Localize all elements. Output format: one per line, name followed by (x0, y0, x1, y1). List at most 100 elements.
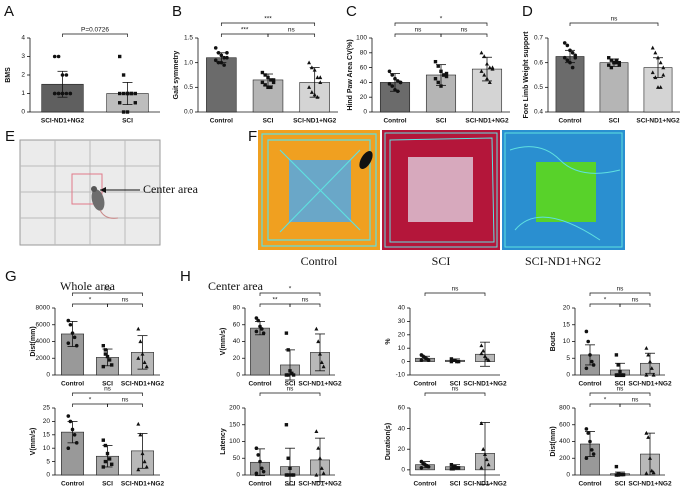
data-point (646, 435, 651, 439)
data-point (266, 75, 270, 80)
data-point (52, 91, 57, 96)
data-point (484, 356, 489, 361)
y-tick-label: 6000 (36, 321, 51, 328)
data-point (614, 373, 619, 377)
data-point (315, 95, 320, 99)
data-point (482, 54, 487, 59)
data-point (644, 372, 649, 377)
data-point (393, 88, 397, 92)
data-point (617, 63, 621, 67)
data-point (107, 457, 112, 461)
data-point (479, 351, 484, 356)
y-tick-label: 60 (398, 405, 406, 412)
data-point (266, 85, 270, 90)
significance-bracket (72, 292, 143, 296)
bar-chart: Dist(mm) 0 2000 4000 6000 8000 Control SCI SCI-N… (30, 286, 165, 388)
y-axis-label: Hind Paw Area CV(%) (347, 39, 354, 110)
x-tick-label: SCI (615, 481, 626, 488)
y-tick-label: 1.0 (184, 59, 193, 66)
data-point (614, 60, 619, 65)
significance-label: ns (632, 397, 640, 404)
data-point (219, 53, 224, 58)
data-point (570, 65, 575, 70)
data-point (609, 58, 614, 62)
open-field-diagram: E Center area (5, 128, 199, 246)
data-point (286, 373, 290, 377)
y-tick-label: 40 (398, 425, 406, 432)
data-point (433, 77, 438, 81)
data-point (318, 456, 322, 460)
data-point (105, 451, 110, 456)
data-point (562, 41, 567, 45)
significance-bracket (424, 392, 486, 396)
data-point (584, 427, 589, 431)
significance-label: ns (632, 297, 640, 304)
data-point (129, 91, 134, 96)
data-point (395, 89, 400, 94)
data-point (449, 467, 454, 471)
bar-chart: Duration(s) 0 20 40 60 Control SCI SCI-ND1+NG2 n… (385, 386, 507, 488)
y-tick-label: 2000 (36, 355, 51, 362)
y-axis-label: Bouts (550, 331, 557, 351)
x-tick-label: SCI-ND1+NG2 (41, 118, 85, 125)
y-tick-label: 5 (46, 458, 50, 465)
data-point (621, 373, 626, 377)
x-tick-label: SCI-ND1+NG2 (293, 118, 337, 125)
data-point (101, 438, 105, 442)
data-point (612, 60, 616, 65)
x-tick-label: Control (578, 481, 601, 488)
data-point (479, 50, 484, 55)
y-tick-label: 25 (43, 405, 51, 412)
data-point (398, 80, 403, 85)
panel-label: B (172, 3, 182, 20)
x-tick-label: SCI-ND1+NG2 (628, 481, 672, 488)
data-point (607, 63, 611, 67)
data-point (562, 55, 567, 60)
data-point (110, 462, 114, 466)
data-point (656, 85, 660, 89)
y-tick-label: 8000 (36, 305, 51, 312)
significance-bracket (589, 303, 621, 307)
y-tick-label: 0 (236, 472, 240, 479)
y-tick-label: 10 (43, 445, 51, 452)
data-point (256, 453, 261, 457)
data-point (620, 373, 624, 377)
significance-bracket (259, 292, 321, 296)
data-point (64, 91, 69, 96)
data-point (269, 78, 273, 82)
data-point (284, 473, 289, 477)
data-point (318, 75, 323, 80)
significance-label: ns (452, 286, 460, 293)
data-point (617, 60, 621, 65)
data-point (140, 351, 145, 356)
data-point (307, 85, 312, 89)
x-tick-label: Control (413, 381, 436, 388)
data-point (318, 351, 322, 356)
data-point (288, 466, 292, 470)
data-point (254, 329, 259, 334)
data-point (254, 471, 259, 476)
data-point (442, 73, 446, 77)
data-point (258, 459, 262, 464)
significance-label: ns (104, 386, 112, 393)
data-point (649, 468, 654, 473)
data-point (309, 65, 314, 70)
data-point (479, 69, 484, 73)
y-tick-label: 150 (229, 421, 240, 428)
data-point (261, 469, 266, 474)
significance-bracket (259, 392, 321, 396)
data-point (618, 369, 622, 374)
y-tick-label: 0 (236, 372, 240, 379)
y-tick-label: 30 (398, 318, 406, 325)
data-point (316, 446, 321, 450)
data-point (118, 54, 122, 59)
data-point (568, 60, 572, 65)
data-point (103, 443, 108, 448)
significance-label: * (89, 397, 92, 404)
significance-label: * (289, 286, 292, 293)
data-point (66, 318, 71, 323)
data-point (387, 82, 392, 86)
data-point (570, 51, 575, 55)
data-point (644, 471, 649, 475)
y-tick-label: 0.0 (184, 109, 193, 116)
